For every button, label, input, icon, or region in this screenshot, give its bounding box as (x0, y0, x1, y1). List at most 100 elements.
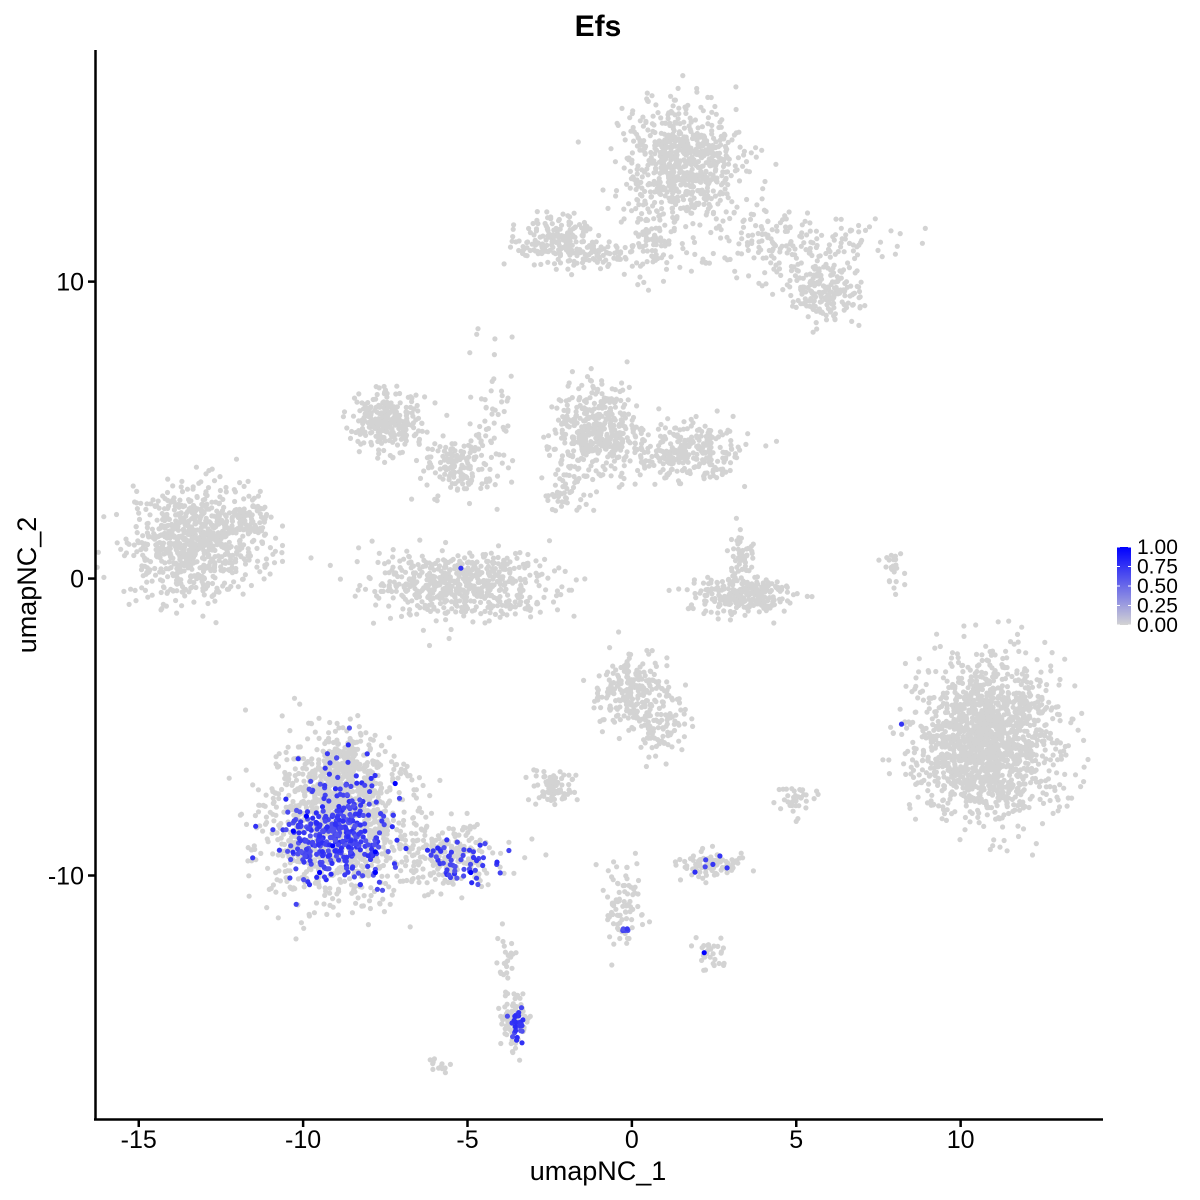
cell-point (645, 287, 652, 293)
cell-point (681, 157, 687, 163)
cell-point (727, 617, 734, 623)
cell-point (859, 237, 865, 243)
cell-point (381, 447, 387, 454)
cell-point (1054, 794, 1060, 800)
cell-point (588, 442, 594, 448)
cell-point (725, 161, 732, 167)
cell-point (565, 266, 571, 272)
cell-point (712, 103, 718, 110)
cell-point (158, 545, 164, 551)
cell-point (448, 484, 454, 490)
cell-point (174, 566, 180, 572)
cell-point (795, 261, 801, 267)
cell-point (614, 430, 620, 436)
cell-point (579, 260, 586, 266)
cell-point (168, 565, 174, 571)
cell-point (204, 492, 210, 499)
cell-point (658, 199, 665, 205)
cell-point (212, 598, 218, 604)
cell-point (618, 219, 624, 225)
cell-point (571, 448, 577, 454)
cell-point (492, 336, 498, 342)
cell-point (949, 650, 956, 656)
cell-point (406, 554, 412, 560)
cell-point (683, 224, 689, 230)
cell-point (175, 544, 181, 550)
cell-point (415, 562, 421, 568)
cell-point (906, 802, 913, 808)
cell-point (640, 231, 646, 237)
cell-point (466, 582, 472, 588)
cell-point (604, 431, 610, 437)
cell-point (806, 298, 813, 304)
cell-point (568, 418, 575, 424)
cell-point (197, 542, 203, 548)
cell-point (652, 199, 658, 206)
cell-point (854, 283, 860, 289)
cell-point (688, 128, 694, 135)
cell-point (250, 503, 256, 509)
cell-point (727, 215, 733, 222)
cell-point (658, 243, 665, 249)
cell-point (446, 635, 452, 642)
cell-point (688, 118, 694, 124)
cell-point (355, 438, 361, 444)
cell-point (400, 606, 406, 612)
cell-point (535, 601, 541, 607)
cell-point (849, 318, 855, 324)
cell-point (152, 572, 159, 578)
cell-point (827, 308, 833, 314)
cell-point (656, 225, 662, 231)
cell-point (621, 165, 627, 171)
cell-point (621, 206, 627, 212)
cell-point (469, 608, 475, 614)
cell-point (790, 303, 796, 309)
cell-point (444, 412, 450, 418)
cell-point (212, 560, 218, 566)
cell-point (369, 538, 375, 544)
cell-point (710, 172, 716, 178)
cell-point (720, 449, 726, 455)
cell-point (736, 561, 742, 567)
cell-point (142, 587, 148, 594)
cell-point (551, 494, 557, 500)
cell-point (642, 151, 648, 157)
cell-point (150, 497, 156, 503)
cell-point (257, 488, 263, 494)
cell-point (509, 479, 515, 485)
cell-point (705, 574, 711, 580)
cell-point (490, 555, 497, 561)
cell-point (755, 230, 761, 237)
cell-point (190, 484, 196, 490)
cell-point (479, 466, 485, 472)
cell-point (663, 266, 670, 272)
cell-point (154, 517, 160, 523)
chart-title: Efs (575, 10, 622, 43)
cell-point (705, 121, 711, 127)
cell-point (846, 265, 853, 271)
cell-point (482, 418, 488, 424)
cell-point (209, 593, 215, 600)
cell-point (356, 545, 362, 551)
cell-point (681, 205, 687, 211)
cell-point (616, 256, 622, 262)
cell-point (675, 194, 681, 200)
cell-point (118, 546, 124, 552)
cell-point (667, 429, 673, 435)
cell-point (560, 414, 566, 420)
cell-point (637, 191, 644, 198)
cell-point (784, 228, 791, 234)
cell-point (361, 418, 367, 424)
cell-point (130, 483, 136, 489)
cell-point (690, 235, 696, 241)
cell-point (386, 404, 392, 410)
cell-point (916, 656, 922, 662)
cell-point (504, 398, 510, 404)
cell-point (460, 481, 466, 487)
cell-point (392, 411, 398, 417)
cell-point (361, 440, 367, 446)
cell-point (452, 579, 458, 586)
cell-point (169, 497, 176, 503)
cell-point (527, 247, 533, 254)
cell-point (562, 440, 568, 446)
